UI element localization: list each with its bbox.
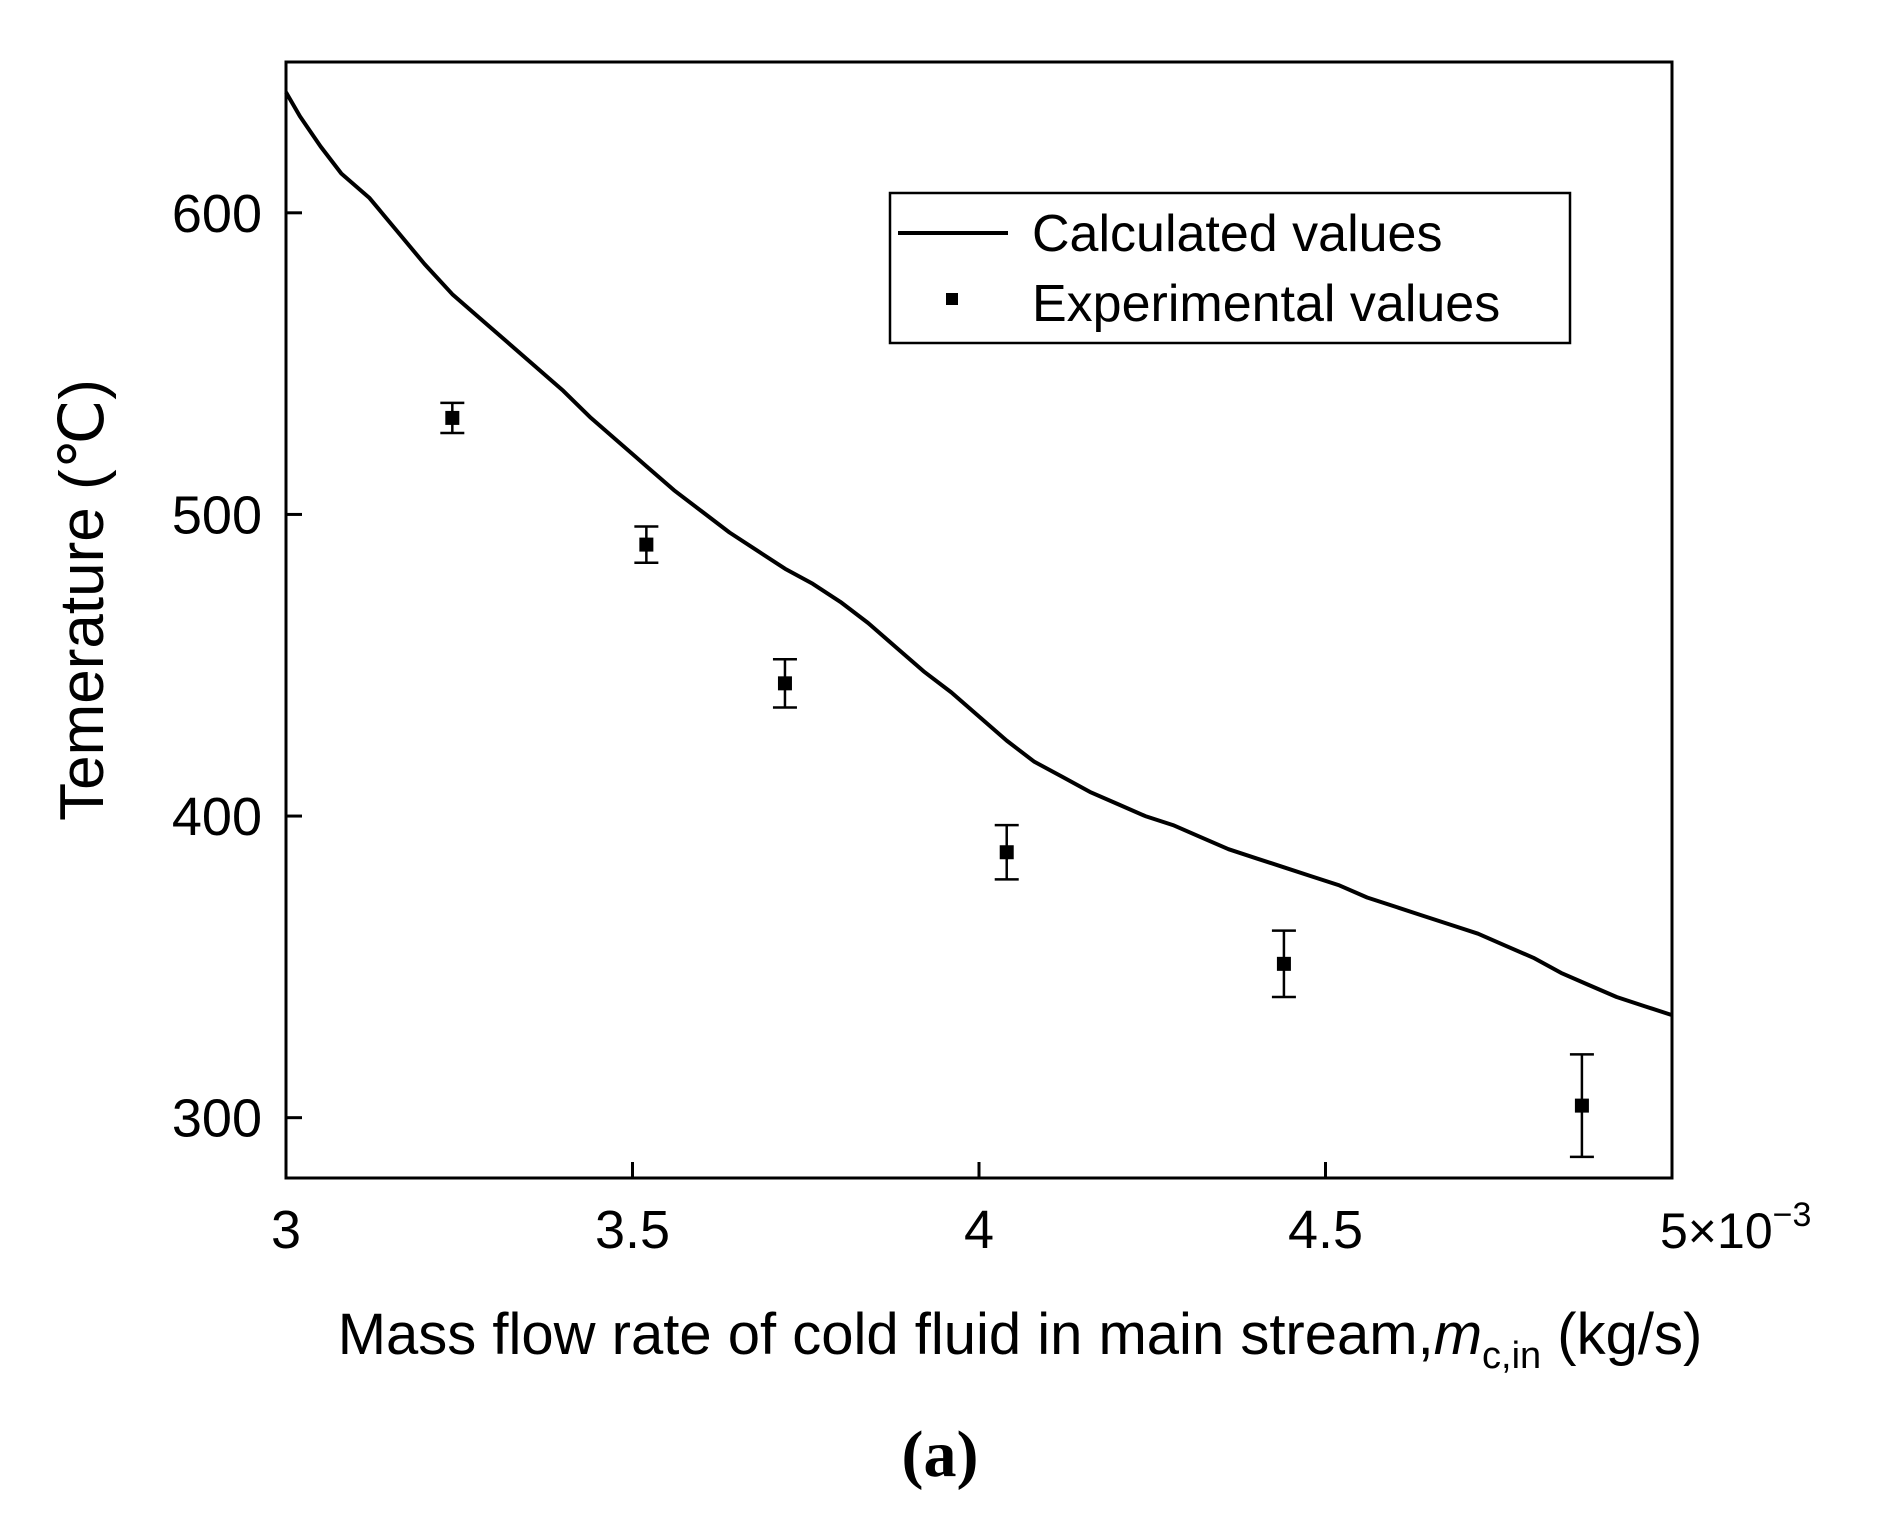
plot-frame <box>284 60 1674 1180</box>
legend-label: Calculated values <box>1032 205 1442 263</box>
x-axis-title-subscript: c,in <box>1482 1335 1541 1377</box>
panel-label: (a) <box>902 1418 979 1491</box>
data-layer <box>284 91 1673 1159</box>
legend-square-marker <box>946 293 958 305</box>
legend: Calculated values Experimental values <box>888 191 1572 345</box>
x-multiplier-base: 5×10 <box>1660 1203 1773 1259</box>
experimental-point <box>639 537 654 552</box>
experimental-point <box>445 410 460 425</box>
x-axis-title: Mass flow rate of cold fluid in main str… <box>338 1302 1703 1377</box>
x-multiplier-label: 5×10−3 <box>1660 1196 1811 1259</box>
calculated-values-line <box>284 91 1673 1018</box>
y-tick-label: 400 <box>172 787 262 847</box>
experimental-point <box>999 845 1014 860</box>
x-tick-label: 4.5 <box>1288 1200 1363 1260</box>
legend-label: Experimental values <box>1032 275 1500 333</box>
x-axis-title-unit: (kg/s) <box>1541 1302 1702 1367</box>
experimental-point <box>777 676 792 691</box>
x-axis-title-symbol: m <box>1434 1302 1482 1367</box>
label-layer: 3 3.5 4 4.5 300 400 500 600 5×10−3 Mass flow rate… <box>48 184 1811 1491</box>
x-tick-label: 3 <box>271 1200 301 1260</box>
y-tick-label: 600 <box>172 184 262 244</box>
legend-box <box>888 191 1572 345</box>
y-axis-title: Temerature (℃) <box>48 379 117 821</box>
experimental-point <box>1276 956 1291 971</box>
x-tick-label: 4 <box>964 1200 994 1260</box>
x-multiplier-exponent: −3 <box>1773 1196 1812 1234</box>
y-tick-label: 300 <box>172 1089 262 1149</box>
x-tick-label: 3.5 <box>595 1200 670 1260</box>
experimental-point <box>1574 1098 1589 1113</box>
x-axis-title-text: Mass flow rate of cold fluid in main str… <box>338 1302 1434 1367</box>
y-tick-label: 500 <box>172 485 262 545</box>
